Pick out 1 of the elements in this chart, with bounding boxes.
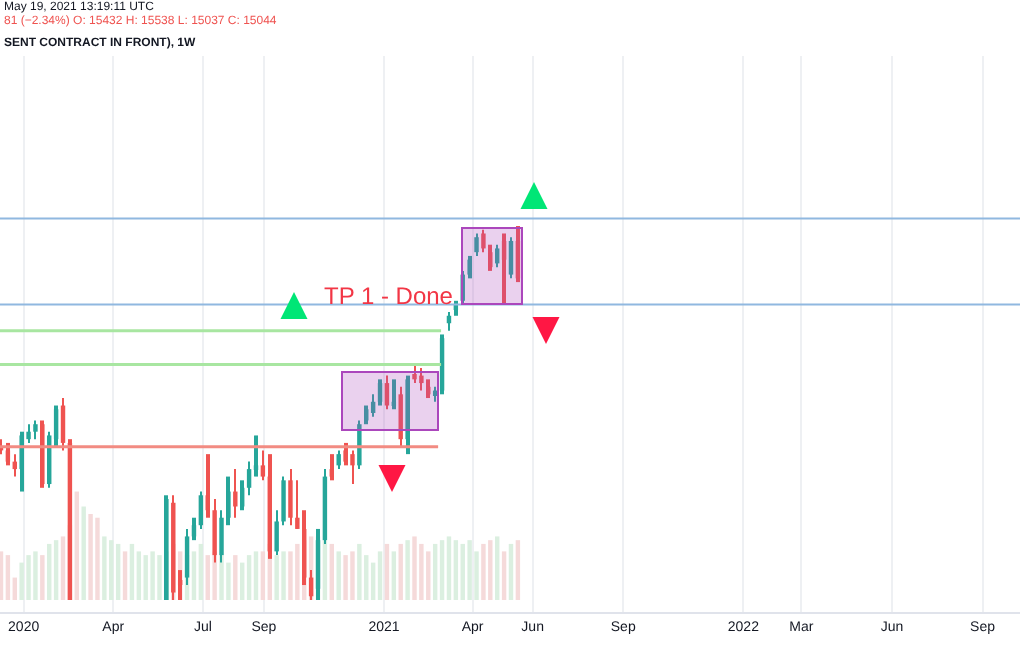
annotation: TP 1 - Done [324, 282, 454, 310]
